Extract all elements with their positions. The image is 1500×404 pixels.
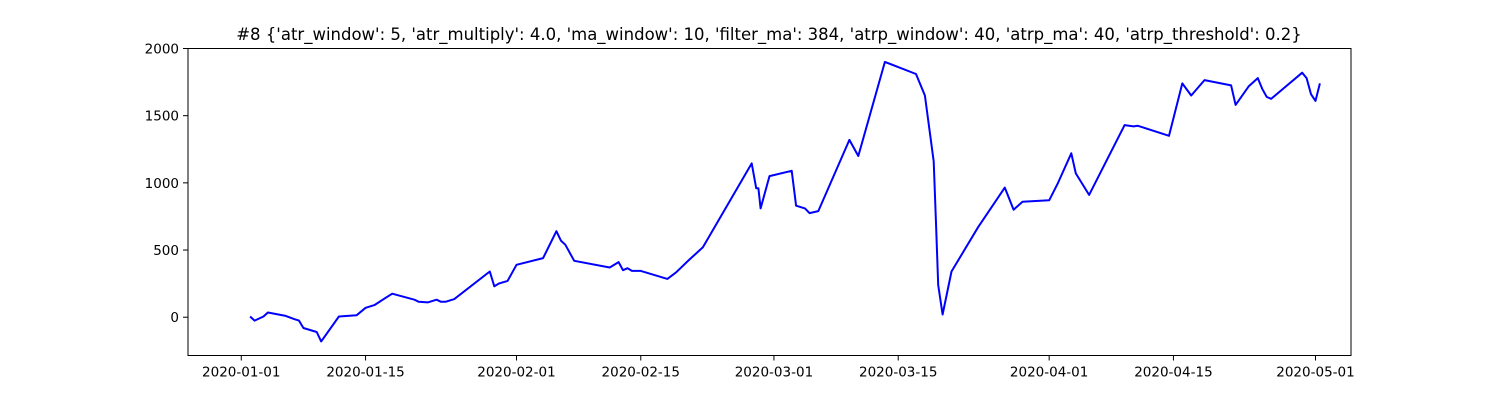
x-tick-label: 2020-04-01 [1010, 365, 1088, 381]
x-tick-label: 2020-03-15 [859, 365, 937, 381]
x-tick-label: 2020-04-15 [1134, 365, 1212, 381]
axis-ticks: 2020-01-01 2020-01-15 2020-02-01 2020-02-15… [145, 42, 1355, 381]
y-tick-label: 500 [153, 243, 179, 259]
series-line [249, 60, 1321, 343]
x-tick-label: 2020-01-15 [326, 365, 404, 381]
plot-frame [187, 48, 1352, 356]
x-tick-label: 2020-02-15 [602, 365, 680, 381]
series-layer [249, 60, 1321, 343]
y-tick-label: 1500 [145, 109, 179, 125]
y-tick-label: 2000 [145, 42, 179, 58]
x-tick-label: 2020-05-01 [1276, 365, 1354, 381]
x-tick-label: 2020-02-01 [477, 365, 555, 381]
y-tick-label: 1000 [145, 176, 179, 192]
y-tick-label: 0 [170, 310, 179, 326]
x-tick-label: 2020-03-01 [735, 365, 813, 381]
x-tick-label: 2020-01-01 [202, 365, 280, 381]
chart-title: #8 {'atr_window': 5, 'atr_multiply': 4.0… [236, 25, 1302, 45]
